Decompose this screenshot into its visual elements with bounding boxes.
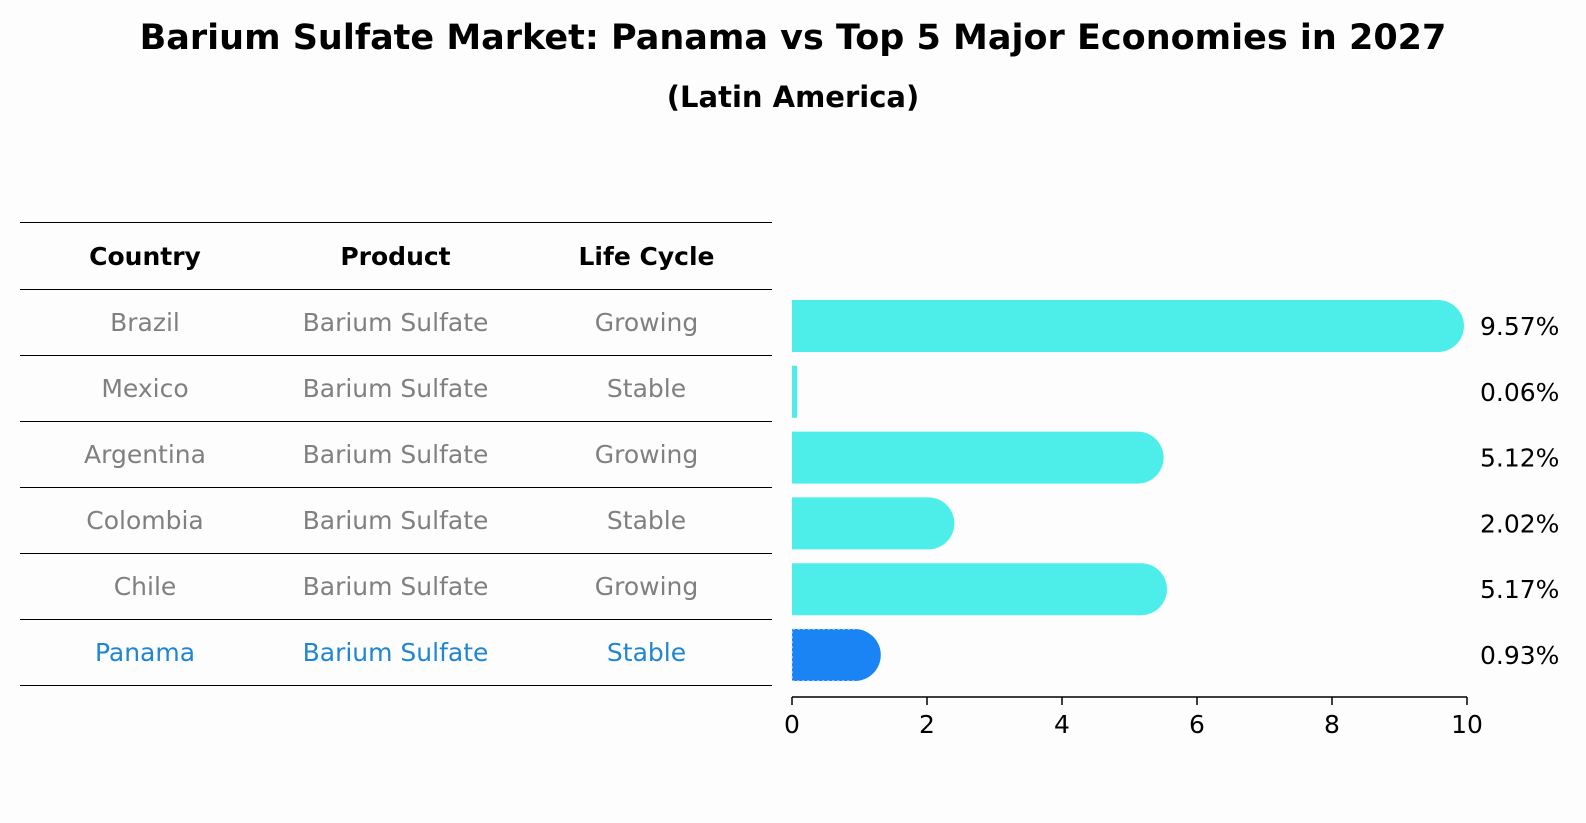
table-row: Brazil Barium Sulfate Growing	[20, 289, 772, 356]
data-label-panama: 0.93%	[1480, 641, 1559, 670]
table-row: Colombia Barium Sulfate Stable	[20, 487, 772, 554]
bar-chile	[792, 563, 1167, 616]
x-tick-label-4: 4	[1054, 710, 1070, 739]
cell-country: Colombia	[20, 487, 270, 554]
bar-brazil	[792, 300, 1464, 352]
x-tick-label-10: 10	[1451, 710, 1483, 739]
table-header-row: Country Product Life Cycle	[20, 222, 772, 290]
header-product: Product	[270, 222, 521, 290]
data-label-chile: 5.17%	[1480, 575, 1559, 604]
cell-product: Barium Sulfate	[270, 355, 521, 422]
data-label-mexico: 0.06%	[1480, 378, 1559, 407]
cell-product: Barium Sulfate	[270, 289, 521, 356]
data-label-argentina: 5.12%	[1480, 444, 1559, 473]
bar-mexico	[792, 365, 797, 418]
header-country: Country	[20, 222, 270, 290]
cell-country: Chile	[20, 553, 270, 620]
cell-product: Barium Sulfate	[270, 553, 521, 620]
x-tick-label-8: 8	[1324, 710, 1340, 739]
bar-colombia	[792, 497, 955, 550]
cell-country: Brazil	[20, 289, 270, 356]
data-label-brazil: 9.57%	[1480, 312, 1559, 341]
cell-life-cycle: Stable	[521, 619, 772, 686]
bar-highlight-outline	[791, 628, 855, 682]
table-row-highlighted: Panama Barium Sulfate Stable	[20, 619, 772, 686]
country-table: Country Product Life Cycle Brazil Barium…	[20, 222, 772, 686]
bar-panama	[792, 629, 881, 681]
table-row: Argentina Barium Sulfate Growing	[20, 421, 772, 488]
cell-life-cycle: Growing	[521, 421, 772, 488]
header-life-cycle: Life Cycle	[521, 222, 772, 290]
data-label-colombia: 2.02%	[1480, 509, 1559, 538]
x-tick-label-6: 6	[1189, 710, 1205, 739]
cell-life-cycle: Growing	[521, 289, 772, 356]
cell-product: Barium Sulfate	[270, 619, 521, 686]
x-tick-label-2: 2	[919, 710, 935, 739]
cell-country: Argentina	[20, 421, 270, 488]
cell-life-cycle: Stable	[521, 355, 772, 422]
chart-title: Barium Sulfate Market: Panama vs Top 5 M…	[139, 18, 1447, 58]
cell-product: Barium Sulfate	[270, 421, 521, 488]
cell-country: Panama	[20, 619, 270, 686]
table-row: Chile Barium Sulfate Growing	[20, 553, 772, 620]
cell-life-cycle: Stable	[521, 487, 772, 554]
x-tick-label-0: 0	[784, 710, 800, 739]
data-table: Country Product Life Cycle Brazil Barium…	[20, 222, 772, 686]
chart-subtitle: (Latin America)	[666, 80, 920, 114]
bar-argentina	[792, 431, 1164, 484]
table-row: Mexico Barium Sulfate Stable	[20, 355, 772, 422]
cell-product: Barium Sulfate	[270, 487, 521, 554]
cell-life-cycle: Growing	[521, 553, 772, 620]
cell-country: Mexico	[20, 355, 270, 422]
